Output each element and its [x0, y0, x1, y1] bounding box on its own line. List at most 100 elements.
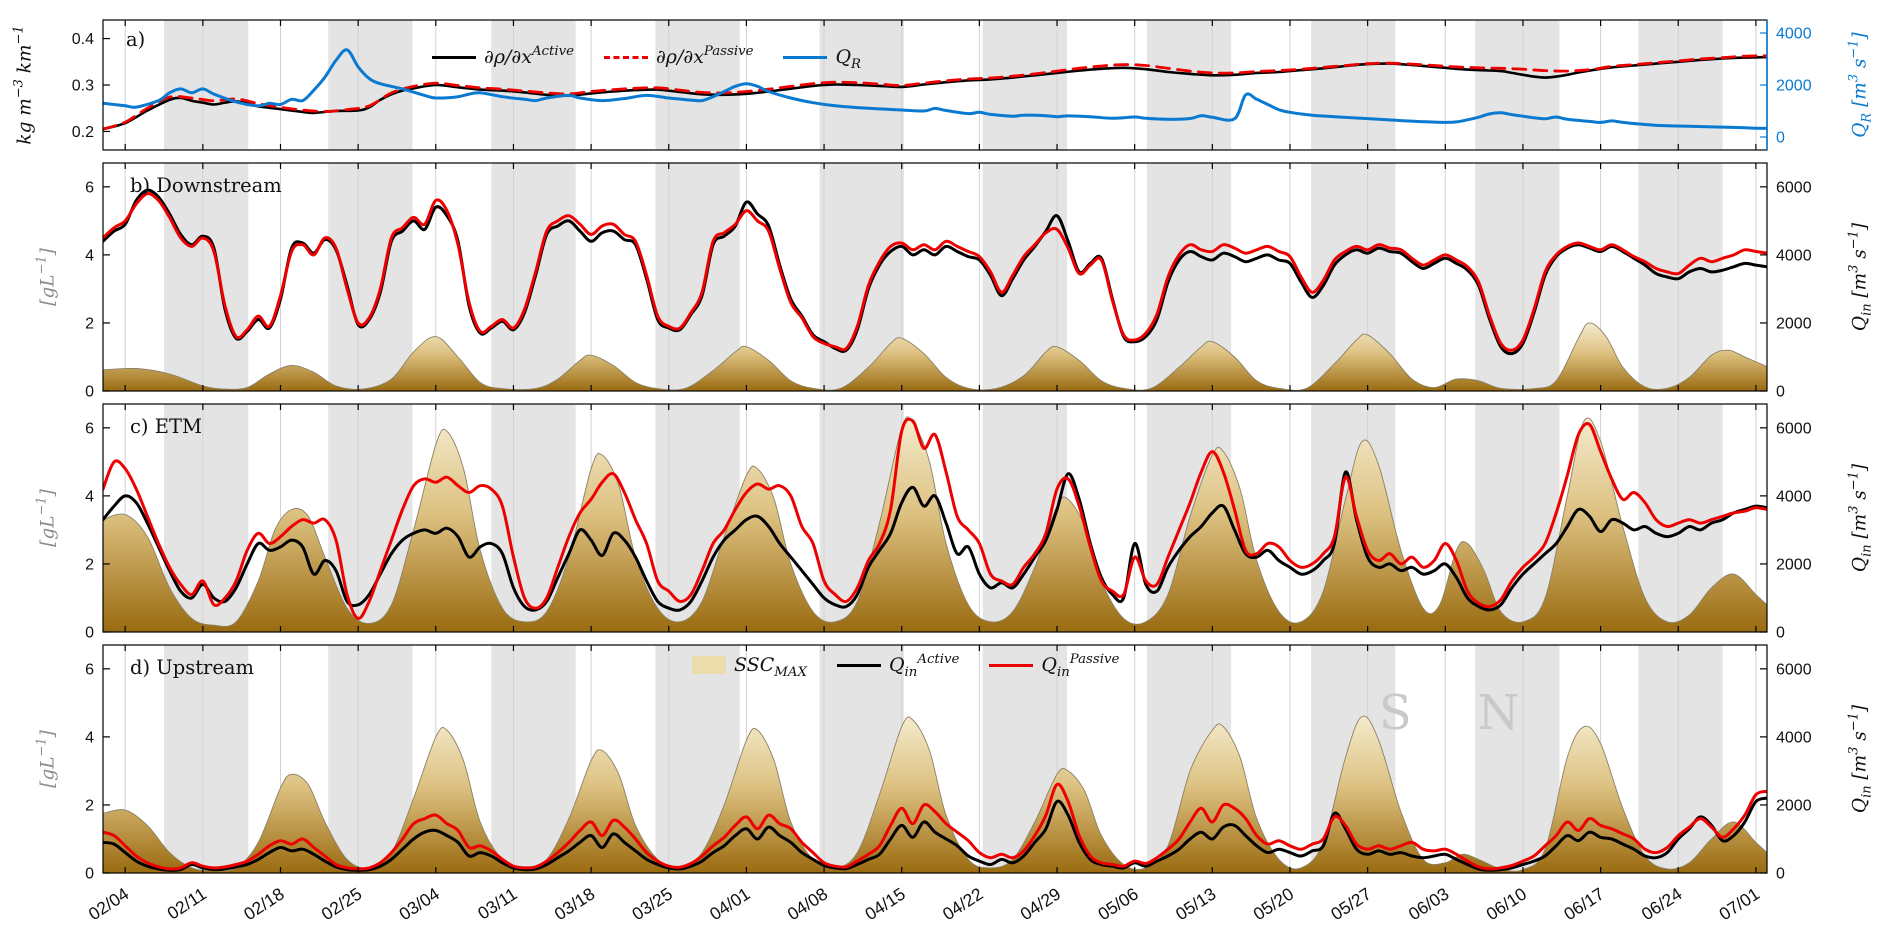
legend-line-swatch: [603, 55, 648, 59]
x-tick-label: 02/18: [240, 884, 288, 925]
y-tick-label: 2000: [1776, 797, 1812, 814]
y-tick-label: 4: [85, 247, 94, 264]
legend-label: ∂ρ/∂xPassive: [656, 44, 754, 68]
legend-label: SSCMAX: [734, 654, 807, 680]
x-tick-label: 03/18: [551, 884, 599, 925]
y-tick-label: 2000: [1776, 78, 1812, 95]
label-segment: −1: [1846, 39, 1862, 59]
y-tick-label: 0: [1776, 866, 1785, 883]
x-tick-label: 06/03: [1405, 884, 1453, 925]
label-segment: s: [1849, 490, 1871, 506]
series-group: [103, 48, 1767, 131]
y-tick-label: 0.4: [72, 31, 94, 48]
label-segment: MAX: [774, 664, 807, 680]
x-tick-label: 04/29: [1017, 884, 1065, 925]
neap-band: [164, 163, 249, 391]
annotation-spring-letter: S: [1378, 685, 1412, 742]
y-axis-label-ssc-d: [gL−1]: [34, 730, 59, 788]
label-segment: ]: [1849, 463, 1871, 472]
neap-band: [655, 20, 740, 150]
y-tick-label: 2: [85, 315, 94, 332]
x-tick-label: 02/11: [163, 884, 210, 924]
label-segment: in: [1859, 544, 1875, 557]
y-tick-label: 0.2: [72, 124, 94, 141]
series-qin-passive: [103, 782, 1767, 871]
label-segment: −1: [1846, 471, 1862, 491]
label-segment: −1: [34, 496, 50, 516]
panel-frame: [102, 644, 1768, 874]
series-group: [103, 188, 1767, 392]
y-axis-label-river-discharge: QR [m3 s−1]: [1846, 32, 1874, 138]
x-tick-label: 05/20: [1250, 883, 1298, 924]
x-tick-label: 06/10: [1483, 883, 1531, 924]
label-segment: s: [1849, 731, 1871, 747]
y-axis-label-qin-b: Qin [m3 s−1]: [1847, 222, 1874, 331]
series-ssc-max: [103, 416, 1767, 633]
label-segment: ∂ρ/∂x: [484, 46, 532, 68]
label-segment: ]: [1849, 222, 1871, 231]
legend-line-swatch: [432, 55, 476, 59]
label-segment: [gL: [37, 274, 59, 306]
label-segment: Q: [888, 654, 905, 676]
legend-label: QR: [835, 46, 861, 72]
x-tick-label: 06/17: [1560, 884, 1608, 925]
label-segment: R: [851, 56, 862, 72]
panel-b: 0 2 4 6 0 2000 4000 6000: [85, 162, 1812, 401]
label-segment: −3: [11, 79, 27, 99]
annotation-neap-letter: N: [1477, 685, 1520, 742]
neap-band: [491, 20, 576, 150]
neap-band: [164, 645, 249, 873]
label-segment: Q: [1041, 654, 1057, 676]
x-tick-label: 05/27: [1327, 884, 1375, 925]
label-segment: [m: [1849, 754, 1871, 786]
neap-band: [1311, 20, 1396, 150]
legend-item: QR: [783, 46, 861, 72]
label-segment: Q: [1849, 797, 1871, 814]
neap-band: [655, 163, 740, 391]
label-segment: Active: [917, 652, 960, 668]
neap-band: [328, 163, 413, 391]
label-segment: SSC: [734, 654, 775, 676]
y-tick-label: 0: [85, 384, 94, 401]
label-segment: 3: [1846, 505, 1862, 514]
legend-item: ∂ρ/∂xPassive: [603, 44, 754, 68]
label-segment: s: [1849, 58, 1871, 74]
legend-line-swatch: [783, 55, 828, 59]
label-segment: Q: [1849, 556, 1871, 573]
y-tick-label: 6000: [1776, 179, 1812, 196]
y-tick-label: 0: [85, 866, 94, 883]
y-tick-label: 6: [85, 420, 94, 437]
label-segment: Q: [1849, 122, 1871, 138]
label-segment: ]: [37, 248, 59, 256]
series-river-discharge: [103, 48, 1767, 130]
series-qin-passive: [103, 192, 1767, 352]
y-tick-label: 2: [85, 797, 94, 814]
label-segment: km: [14, 44, 36, 80]
legend-line-swatch: [989, 663, 1034, 667]
y-tick-label: 4: [85, 729, 94, 746]
neap-band: [1475, 645, 1560, 873]
label-segment: [m: [1849, 272, 1871, 304]
x-tick-label: 07/01: [1715, 884, 1763, 925]
y-tick-label: 0.3: [72, 78, 94, 95]
label-segment: Passive: [1069, 652, 1120, 668]
y-tick-label: 4000: [1776, 247, 1812, 264]
series-group: [103, 715, 1767, 874]
legend-line-swatch: [836, 663, 881, 667]
label-segment: Passive: [703, 44, 754, 60]
neap-band: [164, 20, 249, 150]
label-segment: in: [904, 664, 918, 680]
y-tick-label: 4000: [1776, 729, 1812, 746]
panel-d: 0 2 4 6 0 2000 4000 6000 02/04 02/11 02/18 02/25 03/…: [85, 644, 1812, 925]
legend-item: QinPassive: [989, 652, 1120, 680]
label-segment: −1: [34, 737, 50, 757]
label-segment: in: [1859, 785, 1875, 798]
panel-label-a: a): [126, 28, 146, 51]
y-tick-label: 2000: [1776, 556, 1812, 573]
label-segment: [gL: [37, 756, 59, 788]
legend-item: QinActive: [836, 652, 960, 680]
legend-patch-swatch: [692, 656, 726, 674]
label-segment: [m: [1849, 82, 1871, 113]
